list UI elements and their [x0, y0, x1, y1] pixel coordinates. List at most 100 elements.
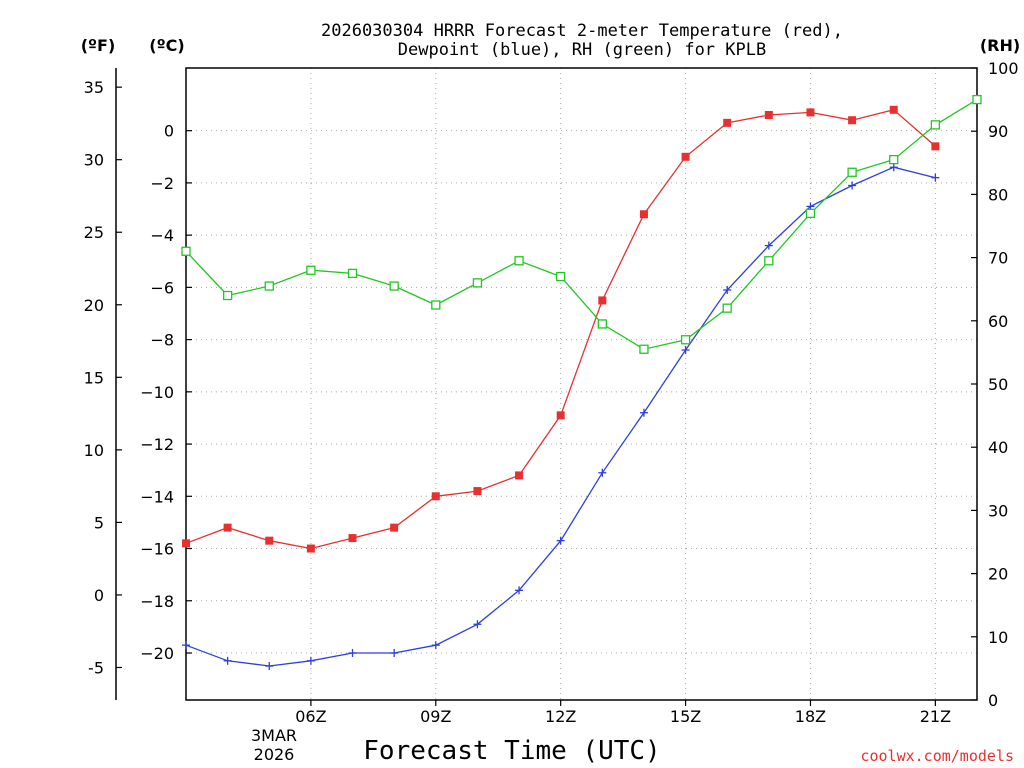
rh-point [222, 290, 233, 301]
temperature-point [639, 210, 648, 219]
rh-tick-label: 30 [988, 501, 1008, 520]
rh-point [930, 120, 941, 130]
temperature-point [681, 152, 690, 161]
rh-tick-label: 80 [988, 185, 1008, 204]
temperature-point [473, 487, 482, 496]
x-tick-label: 09Z [420, 707, 451, 726]
plot-frame [185, 67, 978, 701]
x-tick-label: 21Z [920, 707, 951, 726]
celsius-tick-label: −16 [140, 540, 174, 559]
rh-point [764, 256, 774, 266]
data-series [181, 94, 982, 671]
celsius-tick-label: −6 [150, 278, 174, 297]
rh-tick-label: 70 [988, 249, 1008, 268]
celsius-tick-label: 0 [164, 122, 174, 141]
rh-point [264, 281, 274, 291]
date-label-day: 3MAR [251, 726, 297, 745]
x-tick-label: 18Z [795, 707, 826, 726]
temperature-point [182, 539, 190, 548]
celsius-tick-label: −4 [150, 226, 174, 245]
dewpoint-point [598, 468, 607, 477]
temperature-point [889, 105, 898, 114]
dewpoint-point [681, 346, 690, 355]
celsius-tick-label: −18 [140, 592, 174, 611]
rh-point [597, 319, 607, 329]
axes: 35302520151050-50−2−4−6−8−10−12−14−16−18… [84, 59, 1019, 726]
fahrenheit-tick-label: 35 [84, 78, 104, 97]
dewpoint-point [515, 586, 524, 595]
fahrenheit-unit-label: (ºF) [81, 36, 116, 55]
temperature-point [306, 544, 315, 553]
x-tick-label: 15Z [670, 707, 701, 726]
temperature-point [806, 108, 815, 117]
dewpoint-point [931, 173, 940, 182]
rh-point [472, 278, 483, 288]
dewpoint-point [556, 536, 565, 545]
celsius-tick-label: −10 [140, 383, 174, 402]
rh-unit-label: (RH) [980, 36, 1020, 55]
celsius-tick-label: −2 [150, 174, 174, 193]
temperature-point [556, 411, 565, 420]
fahrenheit-tick-label: 5 [94, 513, 104, 532]
fahrenheit-tick-label: 20 [84, 296, 104, 315]
dewpoint-point [431, 641, 440, 650]
rh-tick-label: 100 [988, 59, 1019, 78]
rh-point [680, 335, 691, 345]
fahrenheit-tick-label: 30 [84, 151, 104, 170]
rh-point [389, 281, 399, 291]
dewpoint-point [265, 662, 274, 671]
temperature-point [848, 116, 857, 125]
temperature-point [431, 492, 440, 501]
rh-tick-label: 60 [988, 312, 1008, 331]
dewpoint-point [764, 241, 773, 250]
fahrenheit-tick-label: 10 [84, 441, 104, 460]
dewpoint-point [889, 163, 898, 172]
dewpoint-point [473, 620, 482, 629]
credit-text: coolwx.com/models [860, 747, 1014, 765]
temperature-point [723, 118, 732, 127]
dewpoint-point [182, 641, 190, 650]
x-axis-title: Forecast Time (UTC) [363, 736, 660, 766]
temperature-point [348, 534, 357, 543]
rh-point [847, 167, 857, 177]
rh-tick-label: 50 [988, 375, 1008, 394]
chart-title-line2: Dewpoint (blue), RH (green) for KPLB [398, 40, 766, 60]
dewpoint-point [848, 181, 857, 190]
temperature-point [223, 523, 232, 532]
celsius-unit-label: (ºC) [149, 36, 184, 55]
temperature-point [390, 523, 399, 532]
chart-title-line1: 2026030304 HRRR Forecast 2-meter Tempera… [321, 21, 843, 41]
dewpoint-point [639, 408, 648, 417]
date-label-year: 2026 [254, 745, 295, 764]
rh-point [805, 208, 816, 219]
rh-tick-label: 40 [988, 438, 1008, 457]
dewpoint-point [723, 285, 732, 294]
gridlines [186, 68, 977, 700]
rh-tick-label: 90 [988, 122, 1008, 141]
temperature-point [931, 142, 940, 151]
rh-series-line [185, 99, 978, 350]
rh-point [514, 256, 524, 266]
fahrenheit-tick-label: -5 [88, 659, 104, 678]
celsius-tick-label: −14 [140, 487, 174, 506]
rh-point [347, 268, 358, 279]
celsius-tick-label: −12 [140, 435, 174, 454]
rh-point [306, 265, 316, 275]
rh-tick-label: 20 [988, 565, 1008, 584]
rh-point [181, 246, 191, 256]
celsius-tick-label: −8 [150, 331, 174, 350]
temperature-point [515, 471, 524, 480]
dewpoint-point [223, 656, 232, 665]
temperature-point [265, 536, 274, 545]
x-tick-label: 06Z [295, 707, 326, 726]
rh-point [722, 303, 732, 313]
dewpoint-point [306, 656, 315, 665]
rh-point [556, 271, 566, 282]
rh-point [431, 300, 441, 310]
celsius-tick-label: −20 [140, 644, 174, 663]
rh-point [889, 154, 899, 165]
temperature-point [764, 111, 773, 120]
rh-point [639, 344, 649, 354]
rh-point [972, 94, 982, 105]
